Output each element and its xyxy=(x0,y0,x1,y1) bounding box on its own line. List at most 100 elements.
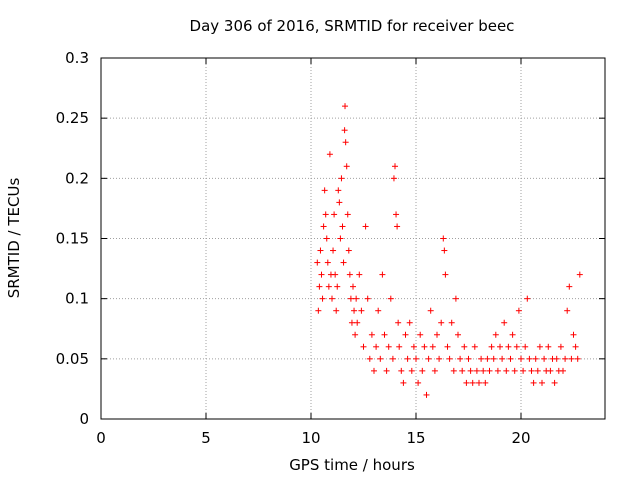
data-point xyxy=(480,367,487,374)
data-point xyxy=(574,355,581,362)
data-point xyxy=(379,271,386,278)
ticks xyxy=(100,57,605,420)
data-point xyxy=(421,343,428,350)
data-point xyxy=(427,307,434,314)
data-point xyxy=(505,343,512,350)
data-point xyxy=(576,271,583,278)
data-point xyxy=(354,319,361,326)
data-point xyxy=(331,211,338,218)
data-point xyxy=(352,331,359,338)
data-point xyxy=(441,247,448,254)
data-point xyxy=(368,331,375,338)
data-point xyxy=(381,331,388,338)
data-point xyxy=(486,367,493,374)
data-point xyxy=(436,355,443,362)
data-point xyxy=(396,343,403,350)
data-point xyxy=(406,319,413,326)
data-point xyxy=(329,295,335,302)
data-point xyxy=(341,127,348,134)
data-point xyxy=(562,355,569,362)
data-point xyxy=(513,343,520,350)
data-point xyxy=(570,331,577,338)
data-point xyxy=(404,355,411,362)
y-tick-label: 0.2 xyxy=(65,169,89,187)
data-point xyxy=(319,295,326,302)
data-point xyxy=(541,355,548,362)
data-point xyxy=(334,283,341,290)
data-point xyxy=(323,235,330,242)
data-point xyxy=(509,331,516,338)
data-point xyxy=(348,319,355,326)
data-point xyxy=(511,367,518,374)
data-point xyxy=(360,343,367,350)
data-point xyxy=(371,367,377,374)
data-point xyxy=(394,223,401,230)
data-point xyxy=(415,379,422,386)
data-point xyxy=(350,283,356,290)
data-point xyxy=(338,175,345,182)
data-point xyxy=(461,343,468,350)
data-point xyxy=(389,355,396,362)
data-point xyxy=(471,343,478,350)
data-point xyxy=(351,307,358,314)
x-tick-label: 15 xyxy=(406,429,425,447)
y-tick-label: 0.15 xyxy=(56,230,89,248)
data-point xyxy=(568,355,575,362)
data-point xyxy=(528,367,535,374)
data-point xyxy=(448,319,455,326)
data-point xyxy=(507,355,514,362)
data-point xyxy=(345,247,352,254)
data-point xyxy=(459,367,466,374)
data-point xyxy=(321,187,328,194)
data-point xyxy=(467,367,474,374)
data-point xyxy=(446,355,453,362)
data-point xyxy=(423,391,430,398)
data-point xyxy=(342,139,349,146)
data-point xyxy=(343,163,350,170)
data-point xyxy=(484,355,491,362)
data-point xyxy=(325,283,332,290)
data-point xyxy=(452,295,459,302)
data-point xyxy=(335,187,342,194)
data-point xyxy=(373,343,380,350)
data-point xyxy=(337,235,344,242)
data-point xyxy=(375,307,382,314)
data-point xyxy=(572,343,579,350)
data-point xyxy=(322,211,329,218)
grid xyxy=(101,58,605,419)
data-point xyxy=(494,367,501,374)
data-point xyxy=(455,331,461,338)
data-point xyxy=(547,367,554,374)
y-tick-label: 0.05 xyxy=(56,350,89,368)
data-point xyxy=(353,295,360,302)
data-point xyxy=(425,355,432,362)
data-point xyxy=(410,343,417,350)
y-axis-label: SRMTID / TECUs xyxy=(5,178,23,299)
data-point xyxy=(324,259,331,266)
data-point xyxy=(497,343,503,350)
x-tick-labels: 0 5 10 15 20 xyxy=(96,429,530,447)
data-point xyxy=(524,295,531,302)
data-point xyxy=(362,223,369,230)
data-point xyxy=(515,307,522,314)
data-point xyxy=(326,151,333,158)
data-point xyxy=(333,307,340,314)
data-point xyxy=(429,343,436,350)
data-point xyxy=(499,355,506,362)
data-point xyxy=(473,367,480,374)
data-point xyxy=(444,343,451,350)
data-point xyxy=(330,247,337,254)
data-point xyxy=(490,355,497,362)
data-point xyxy=(383,367,390,374)
data-point xyxy=(501,319,508,326)
data-point xyxy=(545,343,552,350)
data-point xyxy=(442,271,449,278)
data-point xyxy=(390,175,397,182)
x-tick-label: 0 xyxy=(96,429,106,447)
data-point xyxy=(318,271,325,278)
y-tick-label: 0.3 xyxy=(65,49,89,67)
data-point xyxy=(356,271,363,278)
data-point xyxy=(564,307,571,314)
data-point xyxy=(539,379,545,386)
data-point xyxy=(364,295,371,302)
